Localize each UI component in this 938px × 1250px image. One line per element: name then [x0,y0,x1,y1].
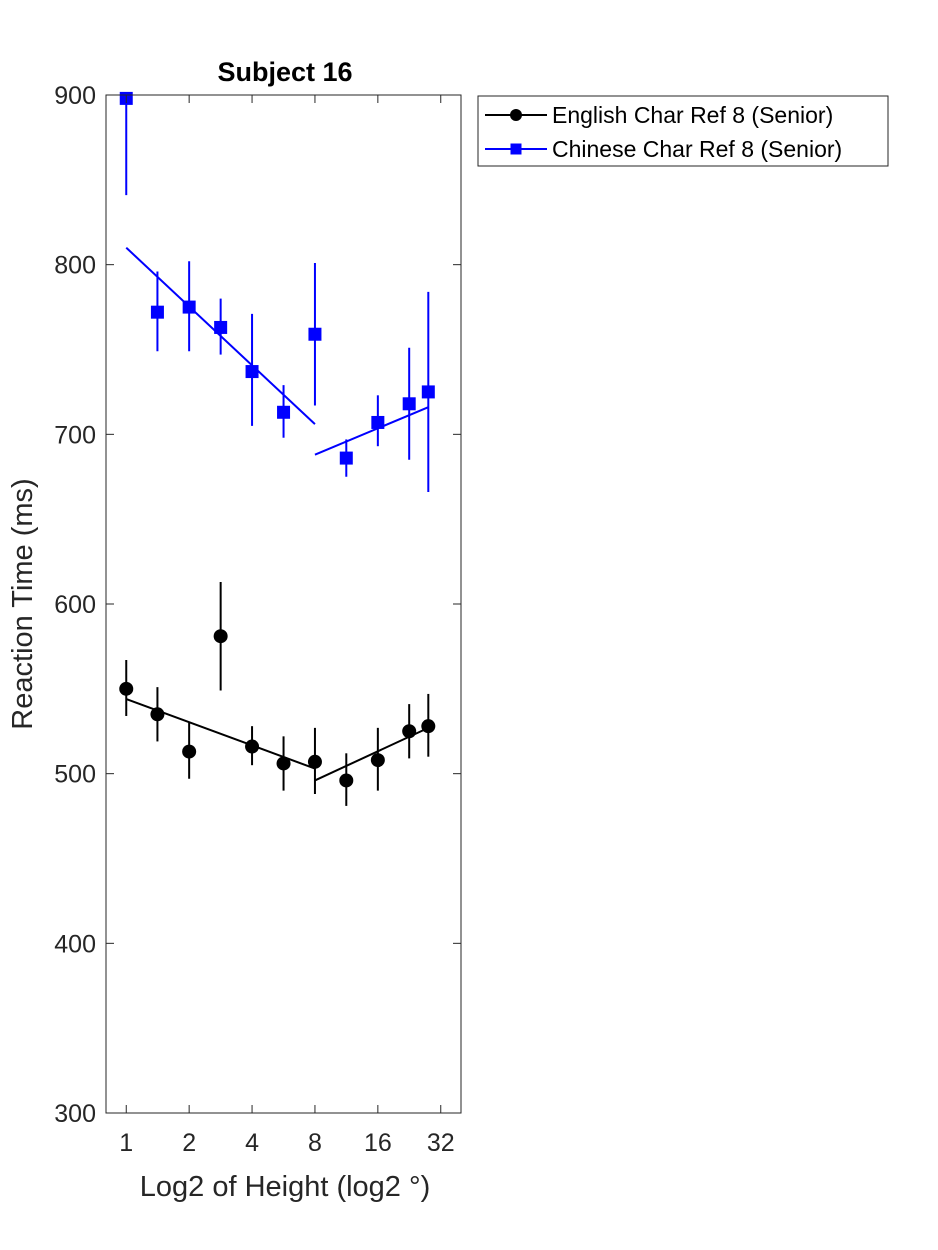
data-point [276,756,291,771]
y-axis-label: Reaction Time (ms) [7,478,39,729]
series-group [119,581,436,806]
data-point [245,365,259,379]
y-tick-label: 300 [54,1100,96,1128]
chart-title: Subject 16 [217,57,352,87]
data-point [307,754,322,769]
legend-label: English Char Ref 8 (Senior) [552,102,833,128]
data-point [339,451,353,465]
x-tick-label: 32 [427,1129,455,1157]
data-point [308,327,322,341]
data-point [213,629,228,644]
series-group [119,91,435,493]
legend-marker [510,109,522,121]
data-point [182,744,197,759]
x-tick-label: 8 [308,1129,322,1157]
y-tick-label: 700 [54,421,96,449]
legend-box [477,95,889,167]
data-point [150,305,164,319]
plot-area [119,91,436,806]
y-tick-label: 400 [54,930,96,958]
y-tick-label: 500 [54,761,96,789]
axes: 300 400 500 600 700 800 900 1 2 4 8 16 32 [54,82,462,1157]
data-point [119,681,134,696]
data-point [245,739,260,754]
x-tick-label: 4 [245,1129,259,1157]
y-tick-label: 900 [54,82,96,110]
x-tick-label: 16 [364,1129,392,1157]
data-point [339,773,354,788]
data-point [150,707,165,722]
y-tick-label: 800 [54,252,96,280]
legend-marker [510,143,522,155]
data-point [370,753,385,768]
y-tick-label: 600 [54,591,96,619]
x-tick-label: 2 [182,1129,196,1157]
x-axis-label: Log2 of Height (log2 °) [140,1171,431,1203]
data-point [402,397,416,411]
x-tick-label: 1 [119,1129,133,1157]
data-point [421,719,436,734]
data-point [402,724,417,739]
data-point [214,320,228,334]
legend: English Char Ref 8 (Senior) Chinese Char … [477,95,889,167]
data-point [182,300,196,314]
data-point [277,405,291,419]
data-point [371,415,385,429]
data-point [421,385,435,399]
legend-label: Chinese Char Ref 8 (Senior) [552,136,842,162]
